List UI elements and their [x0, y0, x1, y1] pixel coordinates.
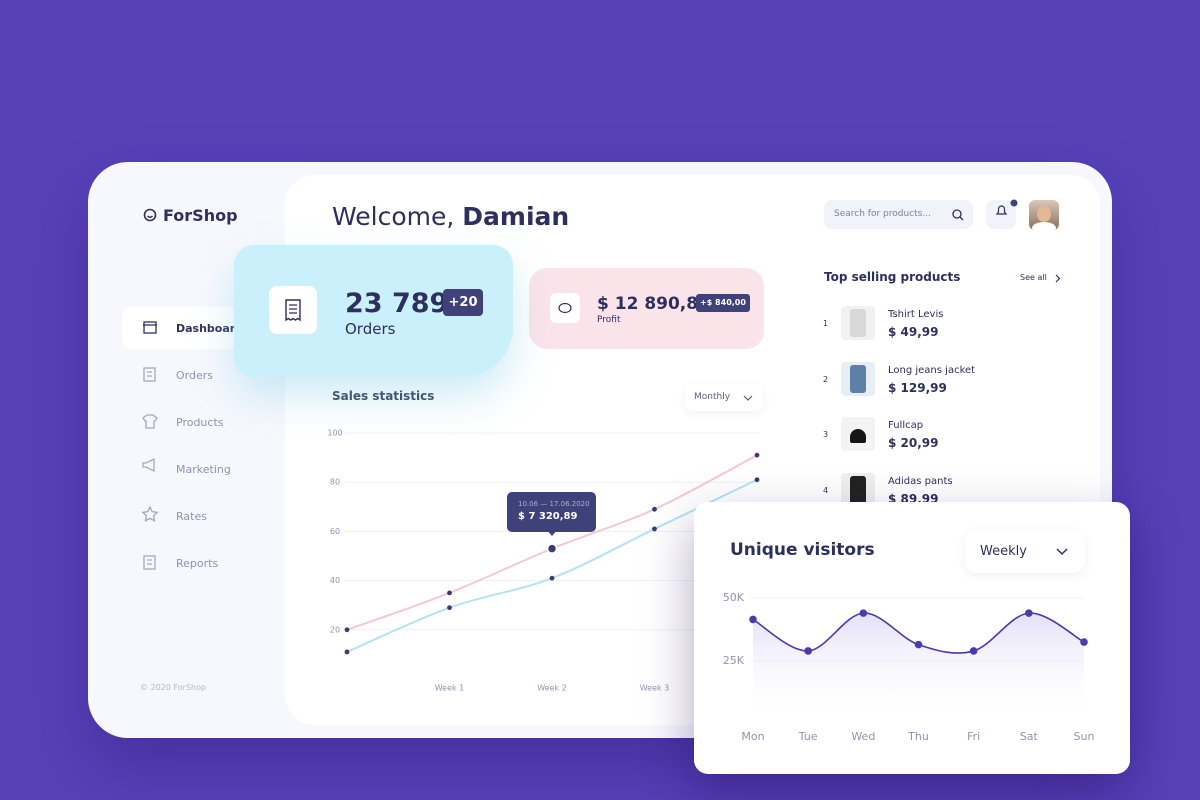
period-label: Weekly — [980, 544, 1027, 559]
product-rank: 4 — [823, 486, 829, 496]
point — [754, 452, 760, 458]
footer: © 2020 ForShop — [140, 683, 207, 692]
point — [549, 575, 555, 581]
product-name[interactable]: Tshirt Levis — [888, 309, 944, 320]
product-name[interactable]: Long jeans jacket — [888, 364, 976, 376]
x-tick-label: Sat — [1020, 730, 1039, 743]
product-shape — [850, 364, 866, 393]
tooltip-value: $ 7 320,89 — [518, 510, 578, 522]
x-tick-label: Wed — [851, 730, 875, 743]
x-tick-label: Sun — [1074, 730, 1095, 743]
x-tick-label: Week 3 — [640, 684, 670, 693]
y-tick-label: 100 — [327, 429, 342, 438]
nav-item[interactable]: Products — [176, 416, 224, 429]
point — [969, 647, 978, 655]
profit-icon-box — [550, 293, 580, 323]
product-shape — [850, 309, 866, 337]
y-tick-label: 80 — [330, 478, 340, 487]
product-rank: 2 — [823, 374, 829, 384]
product-image — [841, 417, 875, 452]
visitors-card: Unique visitors Weekly 25K 50K Mon Tue Wed Th… — [694, 502, 1130, 774]
sales-chart: 20 40 60 80 100 Week 1 Week 2 Week 3 — [327, 429, 760, 693]
tooltip: 10.06 — 17.06.2020 $ 7 320,89 — [507, 491, 596, 536]
search-box[interactable] — [824, 200, 973, 229]
avatar[interactable] — [1029, 200, 1059, 230]
products-title: Top selling products — [824, 270, 961, 284]
nav-item[interactable]: Rates — [176, 510, 207, 523]
chevron — [1055, 274, 1061, 283]
orders-label: Orders — [345, 320, 396, 338]
y-tick-label: 60 — [330, 527, 340, 536]
profit-badge: +$ 840,00 — [696, 294, 750, 312]
x-tick-label: Tue — [798, 730, 818, 743]
product-image — [841, 361, 875, 396]
orders-value: 23 789 — [345, 288, 449, 319]
orders-icon-box — [269, 286, 317, 334]
point — [1025, 609, 1033, 617]
chart-title: Unique visitors — [730, 540, 875, 560]
chevron — [743, 395, 753, 401]
greeting: Welcome, — [332, 202, 455, 231]
brand: ForShop — [163, 206, 238, 225]
y-tick-label: 50K — [723, 591, 745, 604]
highlight-point — [546, 543, 558, 554]
point — [914, 640, 923, 649]
brand-logo — [143, 208, 157, 222]
nav-item[interactable]: Reports — [176, 557, 219, 570]
piggy-icon — [558, 302, 572, 314]
product-image — [841, 306, 875, 340]
search-placeholder: Search for products... — [834, 209, 931, 219]
product-name[interactable]: Fullcap — [888, 420, 924, 432]
product-image — [841, 473, 875, 508]
point — [344, 627, 350, 633]
chevron — [1056, 548, 1068, 556]
y-tick-label: 20 — [330, 625, 340, 634]
bell-icon — [995, 199, 1018, 215]
product-price: $ 49,99 — [888, 325, 939, 339]
point — [652, 526, 657, 532]
product-shape — [850, 429, 866, 444]
chart-title: Sales statistics — [332, 389, 435, 403]
tooltip-date: 10.06 — 17.06.2020 — [518, 499, 590, 508]
product-price: $ 20,99 — [888, 436, 939, 451]
search-icon — [952, 209, 964, 221]
point — [447, 605, 452, 611]
user-name: Damian — [462, 202, 570, 231]
visitors-chart: 25K 50K Mon Tue Wed Thu Fri Sat Sun — [723, 591, 1095, 743]
y-tick-label: 40 — [330, 576, 340, 585]
point — [749, 615, 757, 624]
point — [804, 647, 812, 655]
product-rank: 3 — [823, 430, 829, 440]
x-tick-label: Thu — [907, 730, 929, 743]
period-label: Monthly — [694, 392, 731, 402]
point — [1080, 638, 1088, 646]
nav-icons — [141, 321, 159, 570]
see-all[interactable]: See all — [1020, 273, 1047, 282]
nav-item[interactable]: Dashboard — [176, 322, 244, 335]
point — [859, 609, 868, 617]
product-rank: 1 — [823, 319, 829, 328]
area — [753, 613, 1084, 724]
x-tick-label: Week 2 — [537, 684, 567, 693]
orders-badge: +20 — [443, 289, 483, 316]
point — [754, 477, 760, 483]
point — [652, 506, 657, 512]
y-tick-label: 25K — [723, 654, 745, 667]
nav-active-bg — [122, 307, 240, 349]
x-tick-label: Fri — [967, 730, 980, 743]
profit-label: Profit — [597, 315, 621, 325]
receipt-icon — [285, 299, 301, 322]
profit-value: $ 12 890,89 — [597, 294, 710, 314]
x-tick-label: Mon — [741, 730, 764, 743]
point — [344, 649, 350, 655]
nav-item[interactable]: Orders — [176, 369, 213, 382]
product-price: $ 129,99 — [888, 380, 947, 395]
product-shape — [850, 476, 866, 505]
point — [447, 590, 452, 596]
welcome: Welcome, Damian — [332, 204, 569, 229]
nav-item[interactable]: Marketing — [176, 463, 231, 476]
product-name[interactable]: Adidas pants — [888, 476, 953, 488]
x-tick-label: Week 1 — [435, 684, 465, 693]
